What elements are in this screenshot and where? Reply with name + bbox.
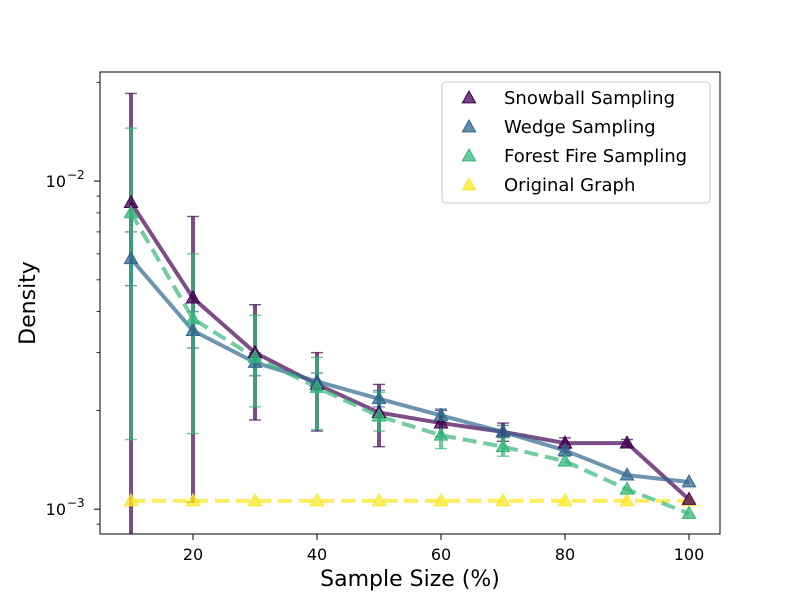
legend-label: Wedge Sampling [504,117,656,138]
data-point [123,204,139,219]
x-axis-label: Sample Size (%) [320,567,500,592]
y-axis-label: Density [16,261,41,345]
series-line-forest-fire-sampling [129,211,690,516]
legend-marker [461,118,477,133]
data-point [247,349,263,363]
legend-label: Original Graph [504,175,635,196]
data-point [619,467,635,481]
plot-frame [99,71,721,535]
legend-marker [461,147,477,162]
data-point [681,473,697,488]
y-tick-exponent: −2 [67,168,85,182]
x-tick-label: 100 [674,545,705,564]
legend-label: Forest Fire Sampling [504,146,687,167]
data-point [247,492,263,507]
series-line-wedge-sampling [129,257,690,484]
legend-label: Snowball Sampling [504,88,675,109]
data-point [557,453,573,467]
data-point [371,390,387,405]
data-point [185,310,201,325]
x-axis-ticks: 20 40 60 80 100 [183,534,704,564]
legend-marker [461,89,477,104]
data-point [433,427,449,441]
data-point [681,491,697,505]
series-line-snowball-sampling [129,201,691,501]
data-point [185,322,201,337]
data-point [185,492,201,507]
data-point [433,407,449,421]
x-tick-label: 20 [183,545,203,564]
data-point [495,492,511,507]
data-point [495,438,511,453]
data-point [495,423,511,438]
series-markers [123,194,697,519]
y-tick-exponent: −3 [67,496,85,510]
data-point [619,492,635,507]
x-tick-label: 40 [307,545,327,564]
y-tick-label: 10 [46,172,66,191]
data-point [557,492,573,507]
data-point [309,379,325,393]
data-point [309,492,325,507]
data-point [619,435,635,449]
y-tick-label: 10 [46,500,66,519]
x-tick-label: 60 [431,545,451,564]
legend-marker [461,176,477,191]
legend-box [441,81,711,204]
data-point [185,290,201,304]
data-point [123,250,139,265]
data-point [371,492,387,507]
y-axis-ticks: 10−310−2 [46,81,100,525]
data-point [619,481,635,495]
data-point [433,492,449,507]
series-lines [129,201,691,516]
x-tick-label: 80 [555,545,575,564]
data-point [371,408,387,422]
data-point [123,492,139,507]
data-point [681,505,697,519]
legend: Snowball Sampling Wedge Sampling Forest Fi… [441,81,711,204]
